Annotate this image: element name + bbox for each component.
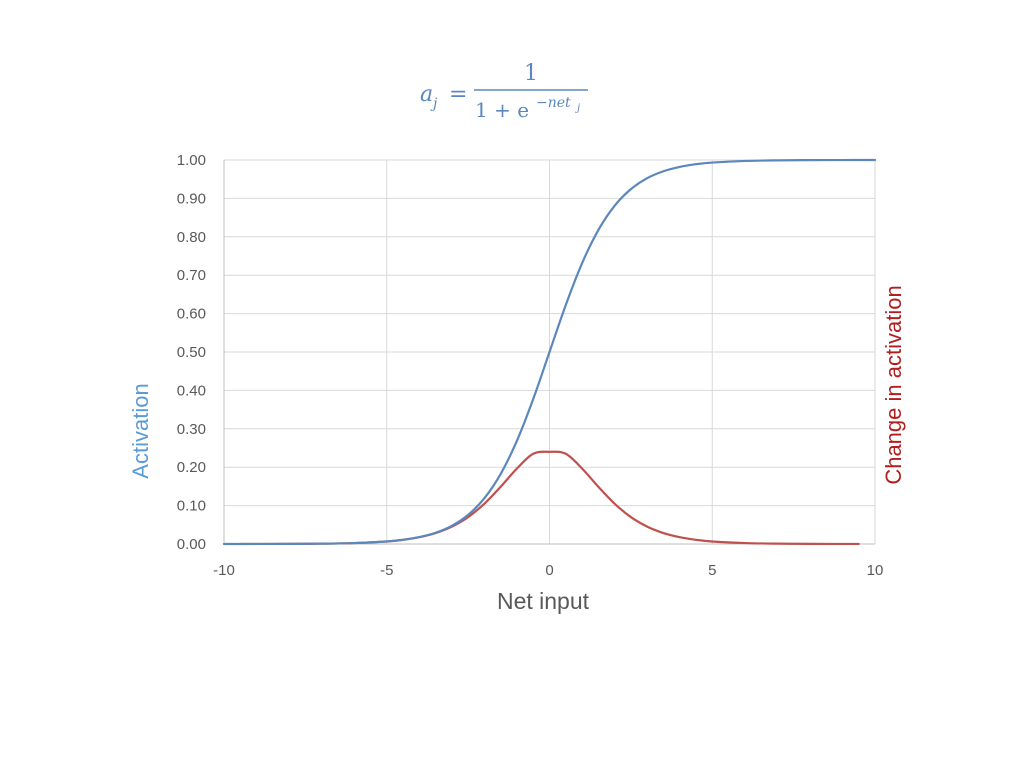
formula-lhs: a — [420, 82, 433, 107]
chart-formula: a j = 1 1 + e −net j — [420, 61, 588, 122]
x-tick-label-4: 10 — [867, 562, 884, 579]
y-axis-label-left: Activation — [128, 383, 153, 478]
x-tick-label-1: -5 — [380, 562, 393, 579]
chart-series — [222, 158, 877, 546]
y-tick-label-9: 0.90 — [177, 190, 206, 207]
y-tick-labels: 0.00 0.10 0.20 0.30 0.40 0.50 0.60 0.70 0.80 0.90… — [177, 152, 206, 553]
formula-equals: = — [449, 82, 467, 107]
y-tick-label-6: 0.60 — [177, 306, 206, 323]
y-tick-label-1: 0.10 — [177, 498, 206, 515]
y-tick-label-0: 0.00 — [177, 536, 206, 553]
formula-numerator: 1 — [524, 61, 538, 86]
y-tick-label-8: 0.80 — [177, 229, 206, 246]
formula-denominator-exponent-subscript: j — [575, 103, 580, 114]
y-tick-label-3: 0.30 — [177, 421, 206, 438]
y-tick-label-10: 1.00 — [177, 152, 206, 169]
y-tick-label-4: 0.40 — [177, 382, 206, 399]
series-line-activation — [222, 158, 877, 546]
y-axis-label-right: Change in activation — [881, 285, 906, 484]
y-tick-label-2: 0.20 — [177, 459, 206, 476]
x-tick-label-0: -10 — [213, 562, 235, 579]
y-tick-label-5: 0.50 — [177, 344, 206, 361]
x-tick-label-2: 0 — [545, 562, 553, 579]
x-tick-labels: -10 -5 0 5 10 — [213, 562, 883, 579]
x-axis-label: Net input — [497, 588, 590, 614]
formula-denominator-base: 1 + e — [475, 98, 529, 122]
formula-denominator-exponent: −net — [536, 95, 571, 111]
x-tick-label-3: 5 — [708, 562, 716, 579]
formula-lhs-subscript: j — [430, 96, 438, 112]
y-tick-label-7: 0.70 — [177, 267, 206, 284]
